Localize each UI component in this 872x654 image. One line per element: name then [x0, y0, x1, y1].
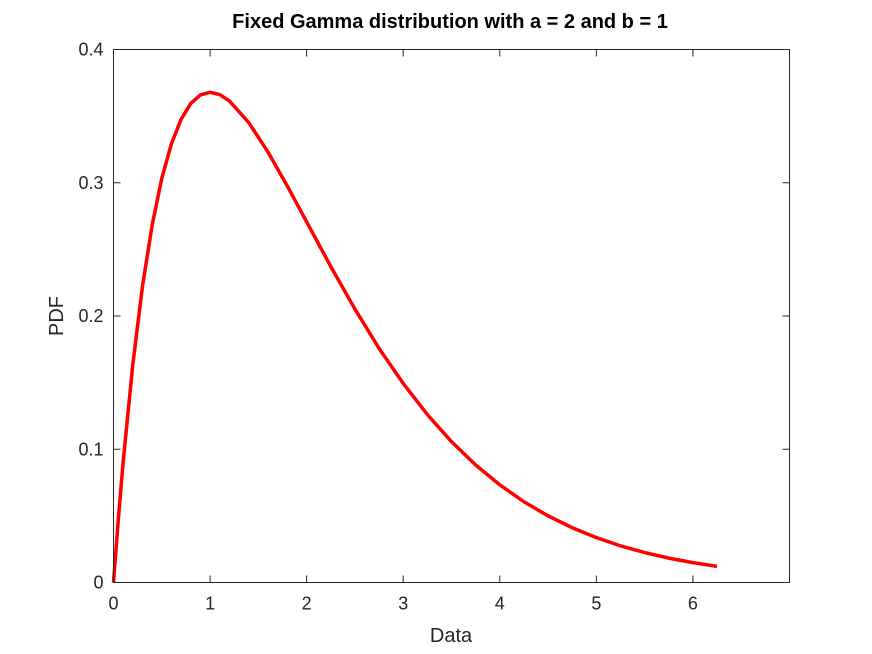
- x-axis-tick-labels: 0 1 2 3 4 5 6: [108, 594, 697, 614]
- axes-box: [113, 49, 790, 583]
- series-layer: [111, 90, 718, 583]
- y-axis-tick-labels: 0 0.1 0.2 0.3 0.4: [78, 40, 103, 593]
- series-line-0: [111, 90, 718, 583]
- y-tick-label: 0.4: [78, 40, 103, 60]
- y-tick-label: 0.2: [78, 306, 103, 326]
- y-tick-label: 0.1: [78, 439, 103, 459]
- x-axis-label: Data: [430, 625, 473, 647]
- plot-area: [113, 49, 790, 583]
- y-tick-label: 0.3: [78, 173, 103, 193]
- x-tick-label: 2: [302, 594, 312, 614]
- x-tick-label: 6: [688, 594, 698, 614]
- chart-title: Fixed Gamma distribution with a = 2 and …: [232, 11, 668, 33]
- x-tick-label: 0: [108, 594, 118, 614]
- x-tick-label: 3: [398, 594, 408, 614]
- x-axis-ticks: [113, 49, 694, 583]
- y-axis-label: PDF: [46, 296, 68, 336]
- x-tick-label: 5: [591, 594, 601, 614]
- x-tick-label: 1: [205, 594, 215, 614]
- x-tick-label: 4: [495, 594, 505, 614]
- y-tick-label: 0: [93, 573, 103, 593]
